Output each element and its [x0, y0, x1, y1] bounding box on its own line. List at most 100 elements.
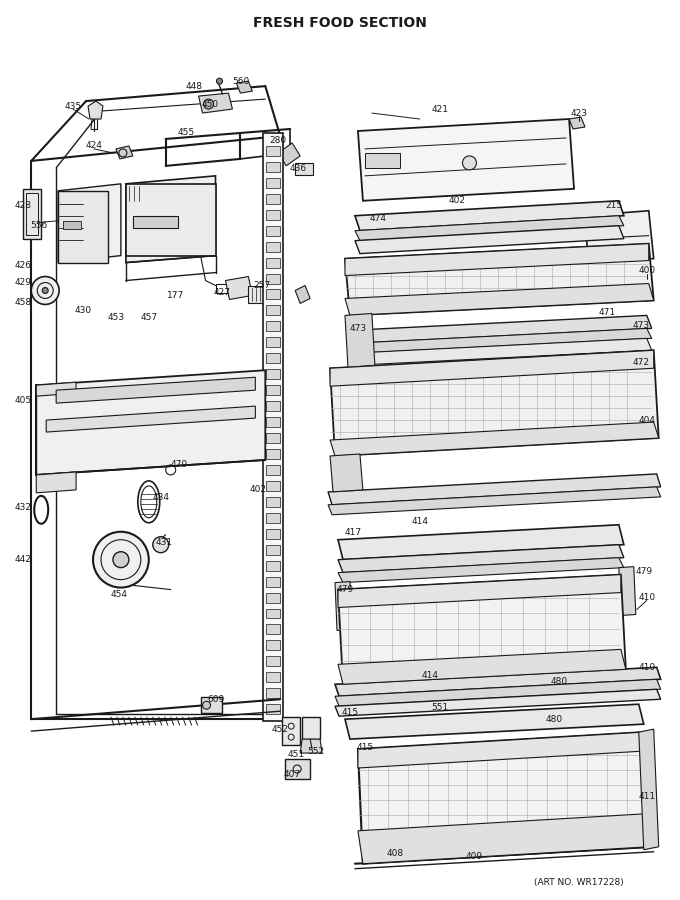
Text: 451: 451: [288, 750, 305, 759]
Bar: [267, 433, 280, 443]
Polygon shape: [345, 244, 649, 275]
Text: 457: 457: [140, 313, 157, 322]
Bar: [267, 369, 280, 379]
Polygon shape: [330, 422, 659, 456]
Text: 474: 474: [369, 214, 386, 223]
Bar: [267, 625, 280, 634]
Text: 471: 471: [598, 308, 615, 317]
Text: 452: 452: [272, 724, 289, 733]
Polygon shape: [116, 146, 133, 159]
Text: 215: 215: [605, 202, 622, 211]
Bar: [63, 220, 81, 229]
Text: 609: 609: [207, 695, 224, 704]
Bar: [267, 401, 280, 411]
Bar: [267, 226, 280, 236]
Polygon shape: [350, 338, 651, 365]
Bar: [267, 210, 280, 220]
Text: 556: 556: [31, 221, 48, 230]
Polygon shape: [338, 558, 624, 582]
Bar: [267, 641, 280, 651]
Text: 404: 404: [639, 416, 656, 425]
Bar: [267, 704, 280, 715]
Bar: [267, 321, 280, 331]
Circle shape: [153, 536, 169, 553]
Polygon shape: [335, 581, 352, 630]
Text: 402: 402: [449, 196, 466, 205]
Polygon shape: [335, 680, 661, 706]
Bar: [267, 162, 280, 172]
Polygon shape: [345, 244, 653, 315]
Bar: [58, 191, 108, 263]
Text: 454: 454: [110, 590, 127, 599]
Bar: [267, 290, 280, 300]
Text: 431: 431: [155, 538, 172, 547]
Bar: [267, 241, 280, 252]
Text: 407: 407: [284, 770, 301, 779]
Text: 434: 434: [152, 493, 169, 502]
Polygon shape: [295, 285, 310, 303]
Polygon shape: [36, 472, 76, 493]
Circle shape: [113, 552, 129, 568]
Polygon shape: [358, 119, 574, 201]
Text: 450: 450: [202, 100, 219, 109]
Polygon shape: [358, 732, 644, 768]
Polygon shape: [56, 377, 256, 403]
Text: 455: 455: [177, 129, 194, 138]
Text: 417: 417: [344, 528, 362, 537]
Polygon shape: [338, 650, 626, 684]
Polygon shape: [199, 93, 233, 113]
Polygon shape: [330, 454, 363, 492]
Bar: [267, 178, 280, 188]
Bar: [267, 577, 280, 587]
Bar: [267, 449, 280, 459]
Text: 480: 480: [551, 677, 568, 686]
Polygon shape: [330, 350, 653, 386]
Polygon shape: [338, 574, 626, 684]
Polygon shape: [330, 350, 659, 456]
Bar: [267, 481, 280, 491]
Text: 473: 473: [632, 321, 649, 330]
Bar: [216, 284, 231, 293]
Bar: [126, 184, 216, 256]
Bar: [267, 592, 280, 602]
Text: 473: 473: [350, 324, 367, 333]
Circle shape: [216, 78, 222, 84]
Text: 560: 560: [232, 76, 249, 86]
Text: 432: 432: [15, 503, 32, 512]
Bar: [267, 497, 280, 507]
Polygon shape: [569, 117, 585, 129]
Text: 421: 421: [431, 104, 448, 113]
Polygon shape: [328, 487, 661, 515]
Circle shape: [42, 287, 48, 293]
Circle shape: [31, 276, 59, 304]
Polygon shape: [335, 667, 661, 697]
Text: 280: 280: [270, 137, 287, 146]
Text: 409: 409: [466, 852, 483, 861]
Text: 472: 472: [632, 358, 649, 367]
Text: (ART NO. WR17228): (ART NO. WR17228): [534, 878, 624, 886]
Text: 430: 430: [75, 306, 92, 315]
Text: FRESH FOOD SECTION: FRESH FOOD SECTION: [253, 16, 427, 31]
Text: 415: 415: [341, 707, 358, 716]
Bar: [248, 285, 278, 303]
Text: 470: 470: [170, 461, 187, 470]
Text: 415: 415: [356, 742, 373, 752]
Bar: [23, 189, 41, 239]
Bar: [267, 338, 280, 347]
Polygon shape: [36, 370, 265, 475]
Text: 435: 435: [65, 102, 82, 111]
Polygon shape: [300, 739, 322, 753]
Bar: [267, 385, 280, 395]
Polygon shape: [584, 211, 653, 264]
Polygon shape: [639, 729, 659, 850]
Bar: [267, 544, 280, 554]
Polygon shape: [338, 544, 624, 572]
Text: 411: 411: [638, 792, 656, 801]
Text: 458: 458: [15, 298, 32, 307]
Polygon shape: [355, 216, 624, 240]
Polygon shape: [226, 276, 252, 300]
Text: 423: 423: [571, 109, 588, 118]
Circle shape: [203, 99, 214, 109]
Bar: [267, 688, 280, 698]
Text: 400: 400: [638, 266, 656, 275]
